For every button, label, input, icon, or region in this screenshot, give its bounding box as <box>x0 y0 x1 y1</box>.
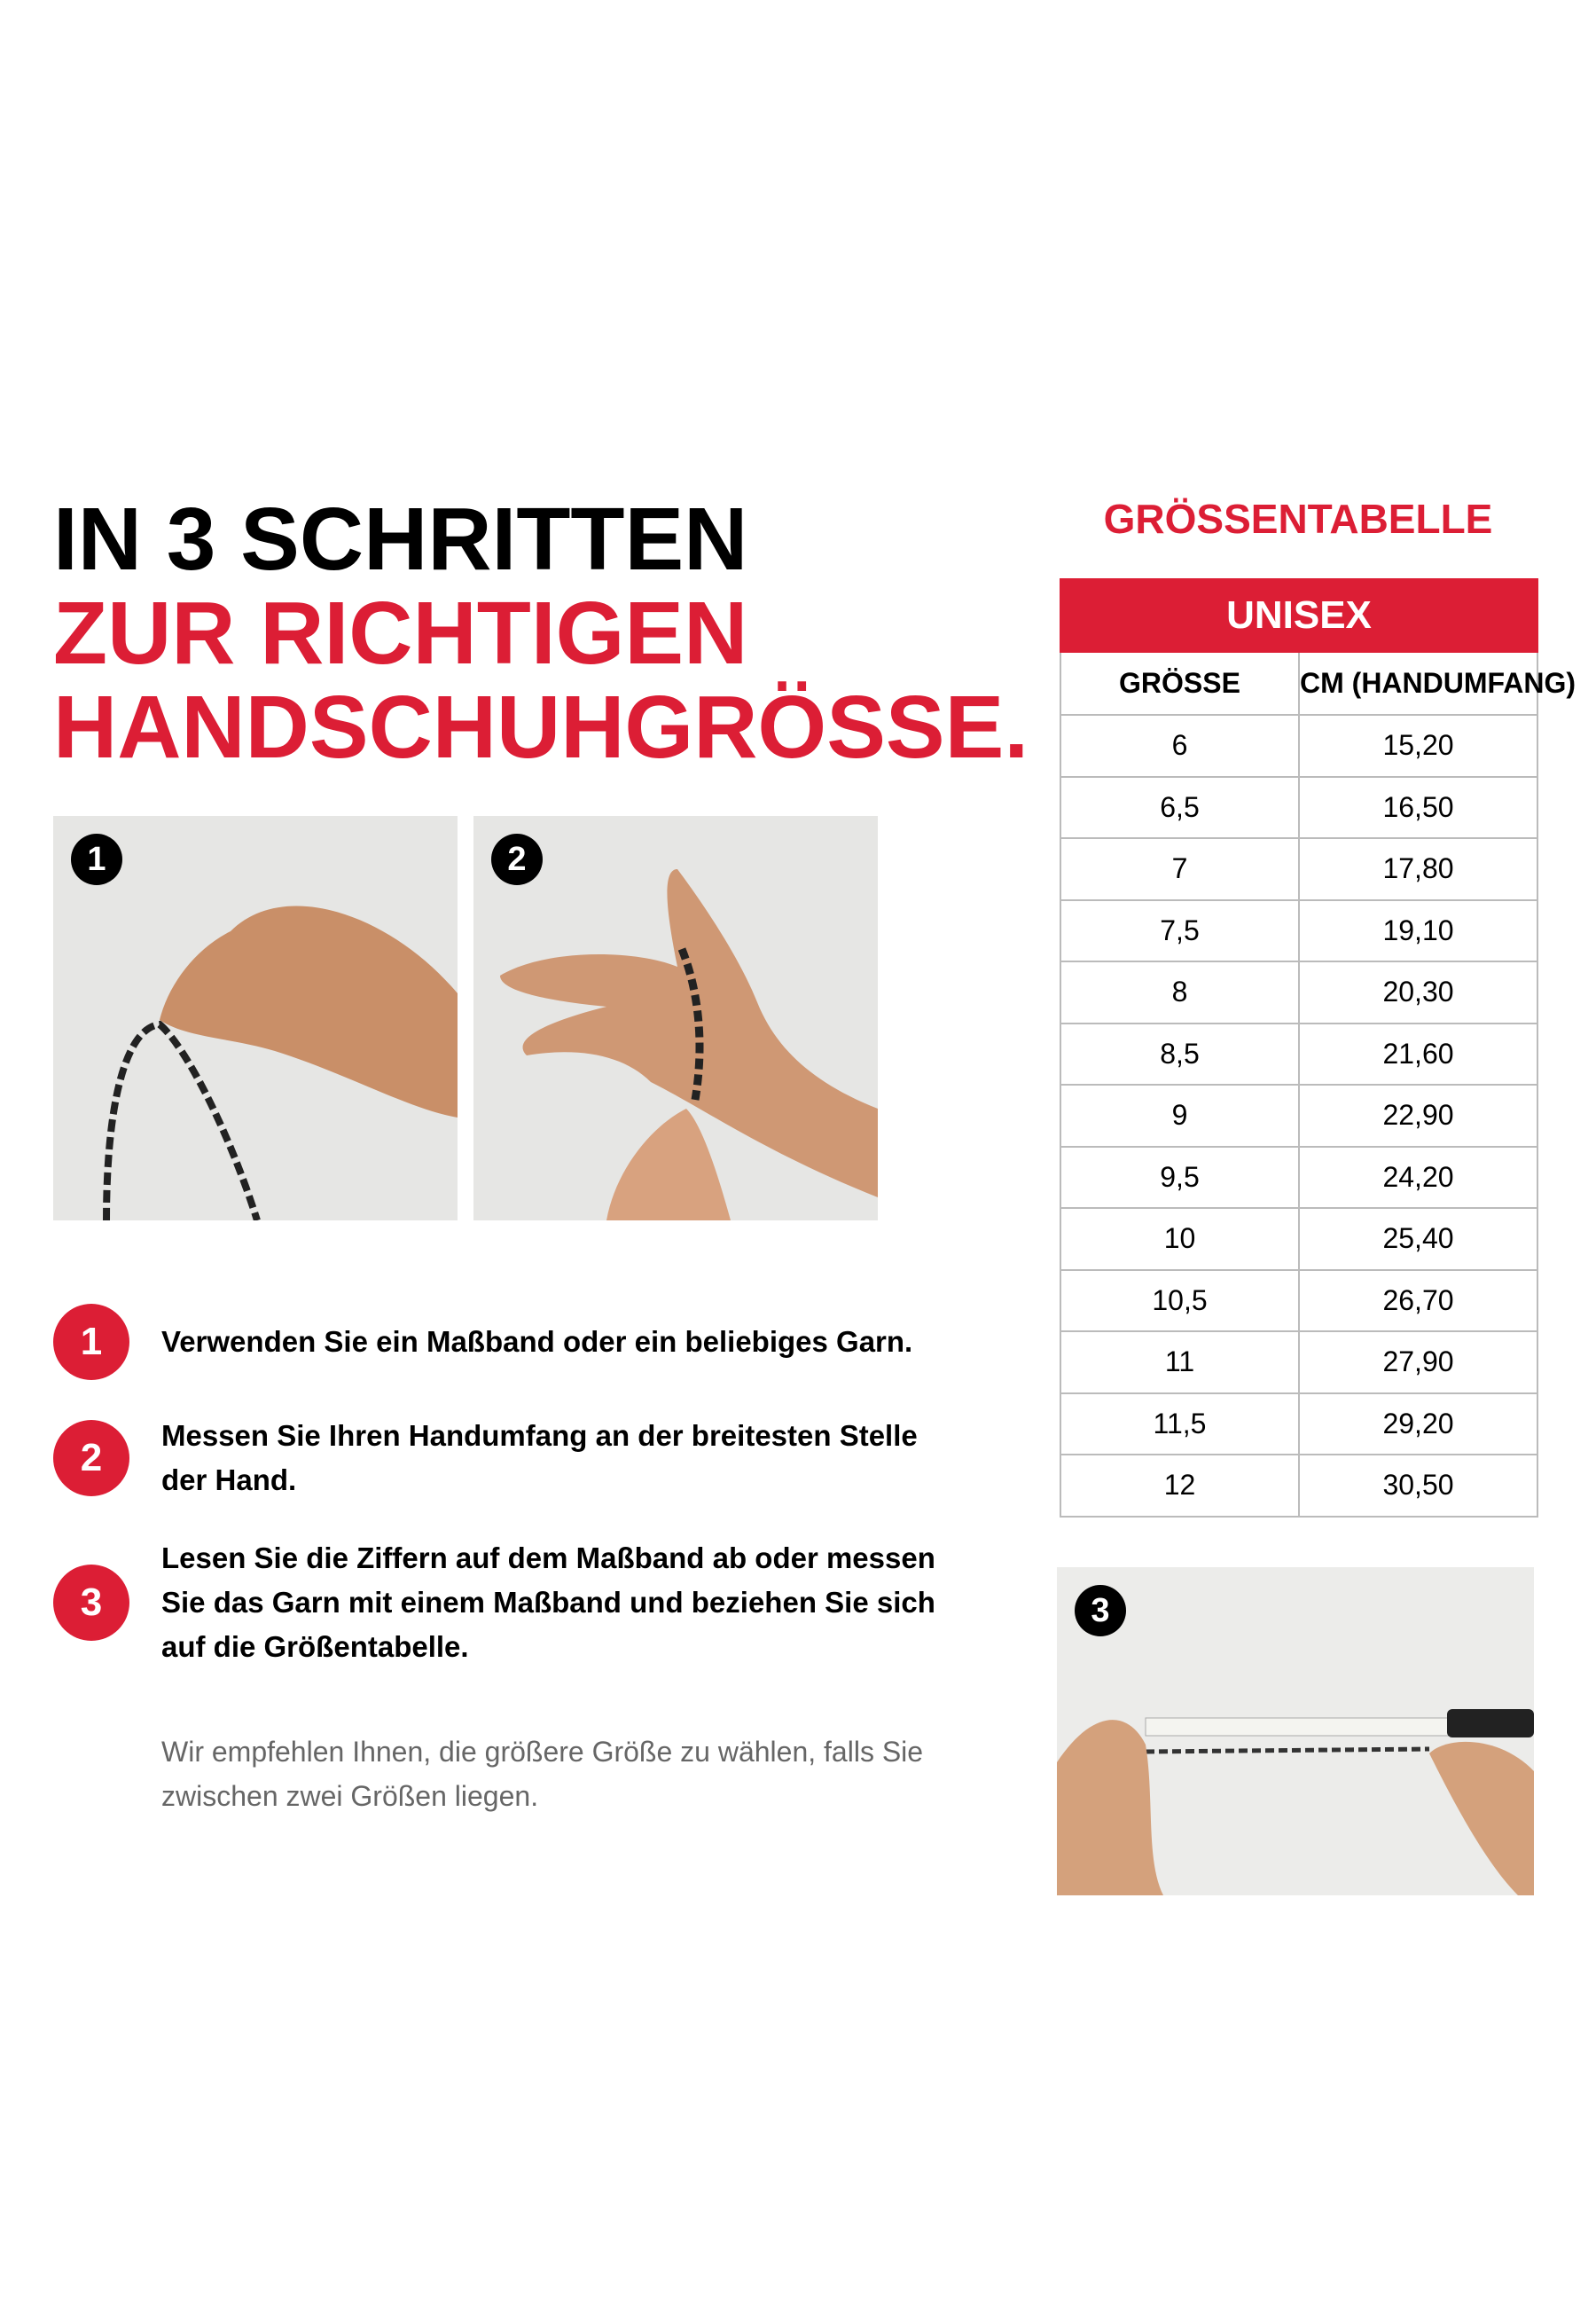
step-text-1: Verwenden Sie ein Maßband oder ein belie… <box>161 1325 913 1358</box>
photo-step-2: 2 <box>473 816 878 1220</box>
table-row: 11 27,90 <box>1060 1330 1538 1394</box>
cm-cell: 26,70 <box>1298 1268 1538 1332</box>
cm-cell: 19,10 <box>1298 898 1538 962</box>
column-header-size: GRÖSSE <box>1060 651 1300 716</box>
step-number-2: 2 <box>53 1420 129 1496</box>
size-table-title: GRÖSSENTABELLE <box>1103 496 1493 542</box>
table-row: 9 22,90 <box>1060 1084 1538 1148</box>
size-table-group: UNISEX <box>1060 578 1538 653</box>
cm-cell: 30,50 <box>1298 1454 1538 1518</box>
page-title: IN 3 SCHRITTEN ZUR RICHTIGEN HANDSCHUHGR… <box>53 492 1037 774</box>
photo-step-3: 3 <box>1057 1567 1534 1895</box>
table-row: 11,5 29,20 <box>1060 1392 1538 1455</box>
size-cell: 6,5 <box>1060 775 1300 839</box>
table-row: 7,5 19,10 <box>1060 898 1538 962</box>
measuring-tape-illustration <box>1057 1709 1534 1895</box>
size-cell: 10 <box>1060 1207 1300 1271</box>
step-text-2: Messen Sie Ihren Handumfang an der breit… <box>161 1419 918 1496</box>
size-cell: 7,5 <box>1060 898 1300 962</box>
steps-list: 1 Verwenden Sie ein Maßband oder ein bel… <box>53 1304 949 1818</box>
size-cell: 12 <box>1060 1454 1300 1518</box>
table-row: 6 15,20 <box>1060 714 1538 778</box>
size-cell: 8 <box>1060 961 1300 1024</box>
cm-cell: 17,80 <box>1298 837 1538 901</box>
cm-cell: 25,40 <box>1298 1207 1538 1271</box>
table-row: 6,5 16,50 <box>1060 775 1538 839</box>
cm-cell: 22,90 <box>1298 1084 1538 1148</box>
step-3: 3 Lesen Sie die Ziffern auf dem Maßband … <box>53 1536 949 1669</box>
size-cell: 7 <box>1060 837 1300 901</box>
title-line-1: IN 3 SCHRITTEN <box>53 490 748 589</box>
title-line-2: ZUR RICHTIGEN <box>53 584 748 683</box>
table-row: 10 25,40 <box>1060 1207 1538 1271</box>
size-cell: 9 <box>1060 1084 1300 1148</box>
table-row: 12 30,50 <box>1060 1454 1538 1518</box>
size-cell: 11,5 <box>1060 1392 1300 1455</box>
hand-wrapping-cord-illustration <box>500 869 878 1220</box>
table-row: 10,5 26,70 <box>1060 1268 1538 1332</box>
step-number-1: 1 <box>53 1304 129 1380</box>
step-badge-3: 3 <box>1075 1585 1126 1636</box>
cm-cell: 24,20 <box>1298 1145 1538 1209</box>
step-2: 2 Messen Sie Ihren Handumfang an der bre… <box>53 1414 949 1502</box>
size-cell: 6 <box>1060 714 1300 778</box>
cm-cell: 16,50 <box>1298 775 1538 839</box>
size-cell: 10,5 <box>1060 1268 1300 1332</box>
size-table: UNISEX GRÖSSE CM (HANDUMFANG) 6 15,20 6,5 1… <box>1060 578 1576 1518</box>
recommendation-note: Wir empfehlen Ihnen, die größere Größe z… <box>161 1736 924 1812</box>
column-header-cm: CM (HANDUMFANG) <box>1298 651 1576 716</box>
size-cell: 9,5 <box>1060 1145 1300 1209</box>
size-cell: 11 <box>1060 1330 1300 1394</box>
hand-holding-cord-illustration <box>103 906 458 1220</box>
cm-cell: 15,20 <box>1298 714 1538 778</box>
cm-cell: 29,20 <box>1298 1392 1538 1455</box>
step-text-3: Lesen Sie die Ziffern auf dem Maßband ab… <box>161 1541 935 1663</box>
step-badge-2: 2 <box>491 834 543 885</box>
cm-cell: 27,90 <box>1298 1330 1538 1394</box>
table-row: 7 17,80 <box>1060 837 1538 901</box>
table-header-row: GRÖSSE CM (HANDUMFANG) <box>1060 651 1576 716</box>
step-number-3: 3 <box>53 1565 129 1641</box>
cm-cell: 20,30 <box>1298 961 1538 1024</box>
table-row: 9,5 24,20 <box>1060 1145 1538 1209</box>
cm-cell: 21,60 <box>1298 1022 1538 1086</box>
step-1: 1 Verwenden Sie ein Maßband oder ein bel… <box>53 1304 949 1380</box>
title-line-3: HANDSCHUHGRÖSSE. <box>53 678 1029 777</box>
table-row: 8 20,30 <box>1060 961 1538 1024</box>
step-badge-1: 1 <box>71 834 122 885</box>
photo-step-1: 1 <box>53 816 458 1220</box>
table-row: 8,5 21,60 <box>1060 1022 1538 1086</box>
size-cell: 8,5 <box>1060 1022 1300 1086</box>
